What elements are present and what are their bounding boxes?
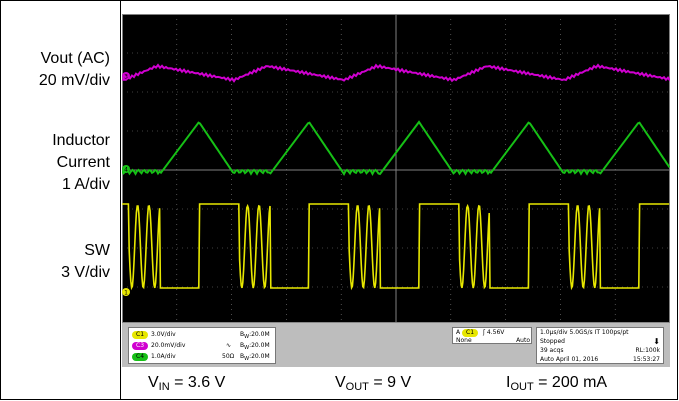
trigger-source: A C1 ʃ 4.56V bbox=[456, 328, 504, 337]
resolution: 100ps/pt bbox=[601, 329, 629, 336]
acq-date-row: Auto April 01, 2016 15:53:27 bbox=[540, 355, 662, 364]
ch4-impedance: 50Ω bbox=[222, 353, 235, 360]
trigger-level: 4.56V bbox=[486, 329, 505, 336]
arrow-down-icon: ⬇ bbox=[653, 337, 660, 346]
channel-settings-panel[interactable]: C1 3.0V/div BW:20.0M C3 20.0mV/div ∿ BW:20… bbox=[128, 327, 276, 364]
ch3-scale: 20.0mV/div bbox=[151, 342, 186, 349]
sw-label-name: SW bbox=[84, 242, 110, 259]
sw-label: SW 3 V/div bbox=[6, 240, 110, 284]
scope-status-bar: C1 3.0V/div BW:20.0M C3 20.0mV/div ∿ BW:20… bbox=[122, 322, 670, 367]
trigger-mode: Auto bbox=[516, 337, 530, 344]
trigger-channel-chip: C1 bbox=[462, 329, 479, 337]
label-divider bbox=[120, 0, 121, 400]
scope-display: 3 4 1 bbox=[121, 14, 671, 326]
ch3-marker: 3 bbox=[122, 72, 130, 81]
acq-time: 15:53:27 bbox=[633, 356, 660, 363]
acq-mode: Auto bbox=[540, 356, 554, 363]
trigger-coupling: None bbox=[456, 337, 472, 344]
acq-status-row: Stopped ⬇ bbox=[540, 337, 662, 346]
acquisition-panel[interactable]: 1.0µs/div 5.0GS/s IT 100ps/pt Stopped ⬇ … bbox=[536, 327, 664, 364]
vout-label-name: Vout (AC) bbox=[40, 50, 110, 67]
il-label-line2: Current bbox=[56, 154, 110, 171]
trigger-mode-row: None Auto bbox=[456, 336, 530, 345]
sw-trace bbox=[122, 203, 670, 291]
ch1-setting: C1 3.0V/div BW:20.0M bbox=[132, 330, 270, 340]
record-length: RL:100k bbox=[635, 347, 660, 354]
acq-status: Stopped bbox=[540, 338, 565, 345]
ch4-setting: C4 1.0A/div 50Ω BW:20.0M bbox=[132, 352, 270, 362]
it-mode: IT bbox=[594, 329, 600, 336]
il-label-scale: 1 A/div bbox=[61, 176, 110, 193]
trigger-source-label: A bbox=[456, 329, 461, 336]
scope-waveform-canvas: 3 4 1 bbox=[121, 14, 671, 326]
vin-condition: VIN = 3.6 V bbox=[148, 374, 226, 393]
acq-count: 39 acqs bbox=[540, 347, 564, 354]
acq-count-row: 39 acqs RL:100k bbox=[540, 346, 662, 355]
ch4-chip: C4 bbox=[132, 353, 149, 361]
ch3-bw: BW:20.0M bbox=[240, 342, 270, 352]
svg-text:3: 3 bbox=[124, 74, 128, 81]
svg-text:1: 1 bbox=[124, 290, 128, 297]
scope-grid bbox=[122, 14, 670, 326]
iout-condition: IOUT = 200 mA bbox=[506, 374, 608, 393]
acq-date: April 01, 2016 bbox=[555, 356, 599, 363]
inductor-current-label: Inductor Current 1 A/div bbox=[6, 130, 110, 196]
vout-label-scale: 20 mV/div bbox=[38, 72, 110, 89]
inductor-current-trace bbox=[121, 120, 671, 177]
ch1-chip: C1 bbox=[132, 331, 149, 339]
vout-condition: VOUT = 9 V bbox=[335, 374, 412, 393]
ch3-setting: C3 20.0mV/div ∿ BW:20.0M bbox=[132, 341, 270, 351]
dc-coupling-icon: ∿ bbox=[226, 342, 232, 349]
timebase: 1.0µs/div bbox=[540, 329, 568, 336]
ch1-bw: BW:20.0M bbox=[240, 331, 270, 341]
ch3-chip: C3 bbox=[132, 342, 149, 350]
vout-label: Vout (AC) 20 mV/div bbox=[6, 48, 110, 92]
ch1-scale: 3.0V/div bbox=[151, 331, 176, 338]
ch1-marker: 1 bbox=[122, 288, 130, 297]
ch4-scale: 1.0A/div bbox=[151, 353, 176, 360]
sw-label-scale: 3 V/div bbox=[61, 264, 110, 281]
vout-trace bbox=[121, 63, 671, 83]
rising-edge-icon: ʃ bbox=[482, 329, 485, 336]
il-label-line1: Inductor bbox=[52, 132, 110, 149]
acq-timebase-row: 1.0µs/div 5.0GS/s IT 100ps/pt bbox=[540, 328, 628, 337]
svg-text:4: 4 bbox=[124, 167, 128, 174]
sample-rate: 5.0GS/s bbox=[569, 329, 593, 336]
ch4-marker: 4 bbox=[122, 165, 130, 174]
trigger-panel[interactable]: A C1 ʃ 4.56V None Auto bbox=[452, 327, 532, 344]
ch4-bw: BW:20.0M bbox=[240, 353, 270, 363]
